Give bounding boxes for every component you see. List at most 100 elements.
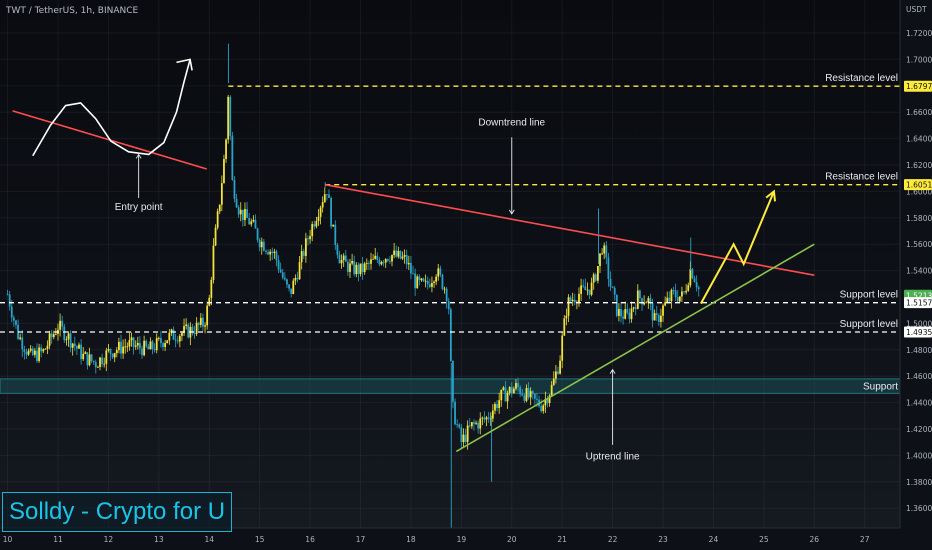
candle-body bbox=[380, 262, 383, 265]
candle-body bbox=[605, 245, 608, 258]
candle-body bbox=[592, 274, 595, 283]
candle-body bbox=[378, 259, 381, 265]
level-label: Support level bbox=[840, 290, 898, 301]
candle-body bbox=[361, 263, 364, 273]
candle-body bbox=[498, 400, 501, 409]
candle-body bbox=[573, 299, 576, 303]
candle-body bbox=[92, 360, 95, 363]
x-tick-label: 19 bbox=[457, 535, 467, 544]
candle-body bbox=[99, 357, 101, 367]
candle-body bbox=[317, 216, 320, 221]
candle-body bbox=[376, 255, 379, 260]
candle-body bbox=[626, 309, 629, 313]
candle-body bbox=[309, 236, 311, 240]
candle-body bbox=[435, 276, 438, 282]
annotation-label: Uptrend line bbox=[586, 451, 640, 462]
candle-body bbox=[599, 253, 601, 267]
candle-body bbox=[52, 334, 55, 338]
candle-body bbox=[118, 341, 120, 351]
support-zone-label: Support bbox=[863, 382, 898, 393]
candle-body bbox=[458, 424, 461, 428]
candle-body bbox=[124, 346, 127, 348]
candle-body bbox=[46, 345, 49, 349]
x-tick-label: 12 bbox=[104, 535, 114, 544]
candle-body bbox=[412, 273, 414, 275]
candle-body bbox=[130, 337, 133, 341]
candle-body bbox=[389, 260, 391, 262]
candle-body bbox=[88, 354, 91, 366]
candle-body bbox=[256, 228, 259, 240]
candle-body bbox=[649, 298, 652, 303]
candle-body bbox=[382, 262, 385, 263]
price-badge bbox=[904, 179, 932, 191]
candle-body bbox=[139, 342, 141, 349]
candle-body bbox=[681, 291, 683, 297]
y-tick-label: 1.4800 bbox=[906, 346, 932, 355]
price-badge-label: 1.6051 bbox=[906, 181, 932, 190]
candle-body bbox=[101, 357, 104, 364]
candle-body bbox=[636, 290, 639, 309]
candle-body bbox=[479, 418, 482, 429]
candle-body bbox=[447, 301, 450, 310]
candle-body bbox=[443, 288, 446, 290]
candle-body bbox=[674, 290, 677, 298]
candle-body bbox=[279, 269, 282, 273]
candle-body bbox=[693, 278, 696, 283]
candle-body bbox=[8, 294, 11, 307]
time-axis[interactable]: 10 11 12 13 14 15 16 17 18 19 20 21 22 23 24 25 26 27 bbox=[0, 527, 932, 550]
x-tick-label: 10 bbox=[3, 535, 13, 544]
candle-body bbox=[166, 340, 169, 344]
candle-body bbox=[25, 351, 28, 355]
candle-body bbox=[523, 395, 526, 401]
candle-body bbox=[466, 425, 469, 442]
candle-body bbox=[470, 422, 473, 427]
candle-body bbox=[126, 346, 129, 348]
candle-body bbox=[346, 261, 349, 272]
candle-body bbox=[82, 353, 85, 360]
candle-body bbox=[141, 348, 143, 356]
annotation-arrowhead bbox=[609, 368, 616, 374]
price-axis[interactable]: USDT1.72001.70001.68001.66001.64001.6200… bbox=[899, 0, 932, 550]
candle-body bbox=[294, 277, 297, 281]
brand-watermark: Solldy - Crypto for U bbox=[2, 492, 233, 532]
price-badge-label: 1.5157 bbox=[906, 299, 932, 308]
candle-body bbox=[109, 349, 112, 354]
candle-body bbox=[401, 256, 404, 259]
y-tick-label: 1.4400 bbox=[906, 399, 932, 408]
candle-body bbox=[267, 251, 269, 255]
candle-body bbox=[431, 283, 433, 287]
annotation-label: Downtrend line bbox=[478, 117, 545, 128]
candle-body bbox=[395, 250, 398, 257]
candle-body bbox=[197, 322, 200, 325]
y-tick-label: 1.5600 bbox=[906, 240, 932, 249]
candle-body bbox=[407, 262, 410, 265]
candle-body bbox=[504, 387, 507, 402]
candle-body bbox=[151, 341, 154, 350]
candle-body bbox=[559, 360, 561, 374]
candle-body bbox=[628, 312, 631, 320]
price-badge-label: 1.5213 bbox=[906, 291, 932, 300]
candle-body bbox=[676, 297, 679, 302]
candle-body bbox=[426, 280, 429, 285]
candle-body bbox=[283, 277, 286, 280]
support-zone: Support bbox=[0, 378, 901, 394]
price-badge-label: 1.4935 bbox=[906, 328, 932, 337]
candle-body bbox=[147, 346, 150, 350]
y-tick-label: 1.3600 bbox=[906, 504, 932, 513]
candle-body bbox=[220, 183, 223, 205]
x-tick-label: 22 bbox=[608, 535, 618, 544]
candle-body bbox=[275, 251, 278, 261]
time-axis-bg bbox=[0, 528, 932, 550]
candle-body bbox=[244, 209, 246, 220]
x-tick-label: 20 bbox=[507, 535, 517, 544]
candle-body bbox=[29, 348, 32, 351]
candle-body bbox=[269, 251, 272, 255]
candle-body bbox=[71, 343, 74, 348]
candle-body bbox=[69, 333, 72, 348]
sketch-arrowhead bbox=[176, 58, 193, 71]
candle-body bbox=[250, 221, 253, 225]
price-badge bbox=[904, 326, 932, 338]
candle-body bbox=[61, 320, 64, 327]
support-zone-band bbox=[0, 378, 901, 394]
